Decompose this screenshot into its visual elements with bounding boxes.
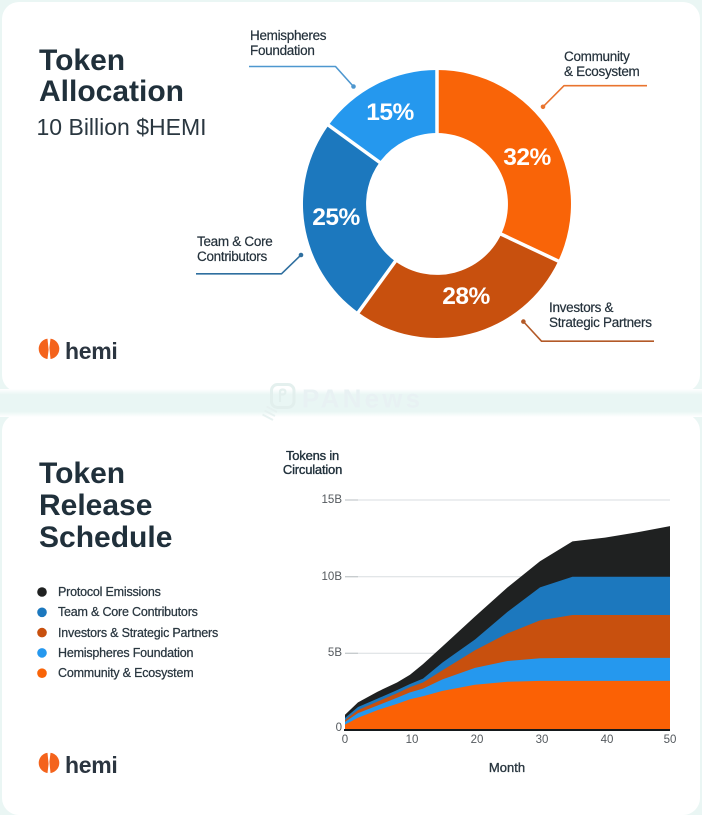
svg-text:PANews: PANews [302, 384, 423, 414]
